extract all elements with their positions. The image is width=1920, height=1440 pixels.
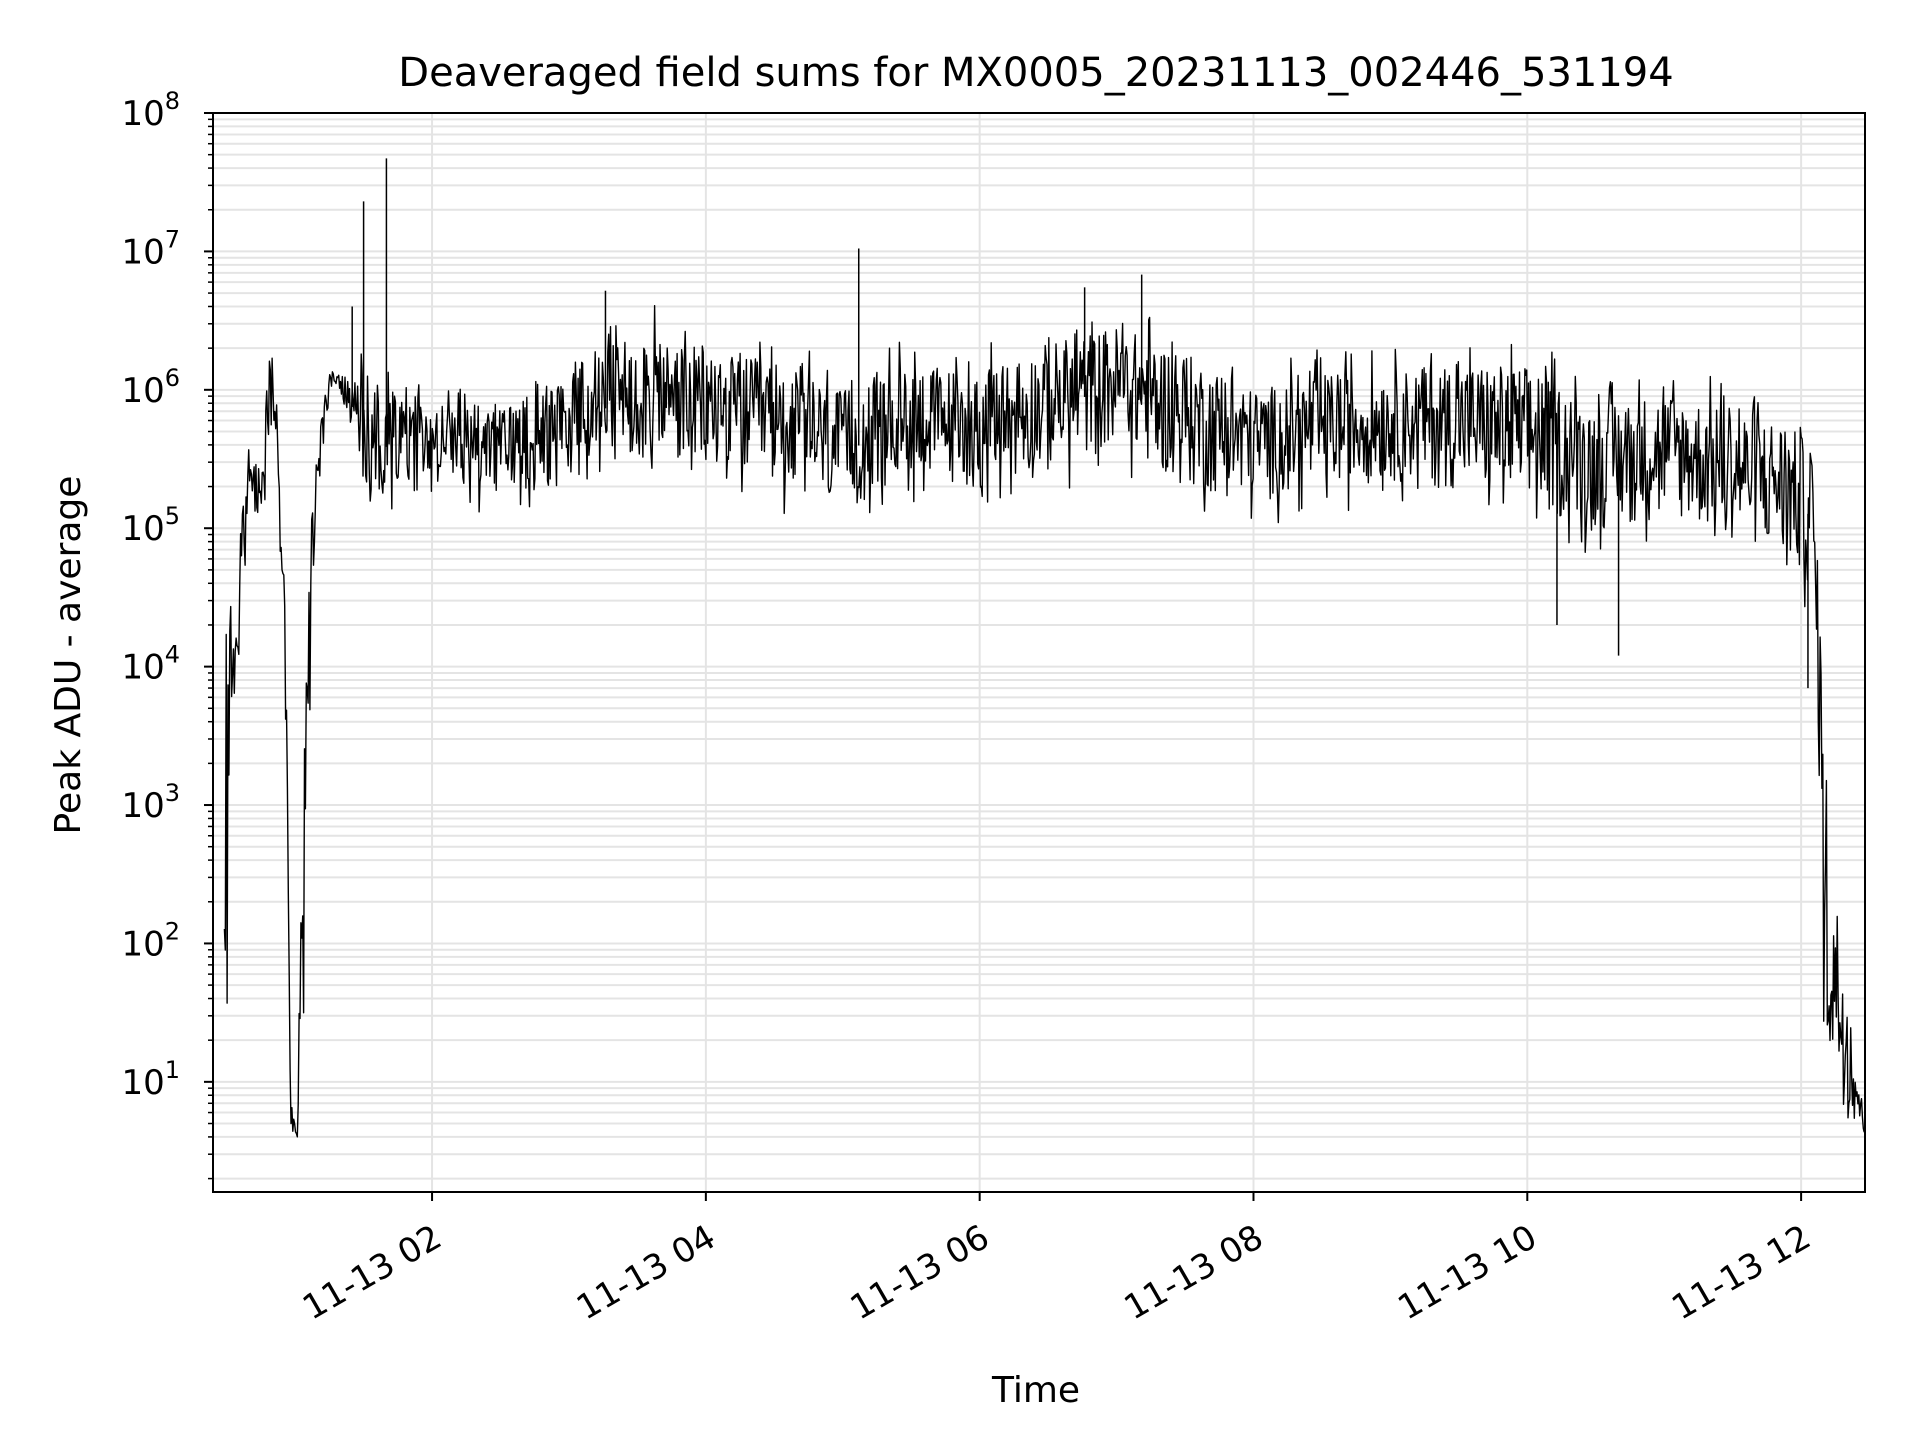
y-tick-label: 108	[121, 87, 180, 134]
y-tick-label: 103	[121, 779, 180, 826]
x-axis-label: Time	[991, 1370, 1080, 1411]
series-line	[223, 304, 1865, 1138]
y-tick-label: 106	[121, 364, 180, 411]
y-tick-label: 104	[121, 641, 180, 688]
chart-title: Deaveraged field sums for MX0005_2023111…	[398, 50, 1673, 96]
x-gridlines	[431, 113, 1803, 1192]
y-tick-label: 101	[121, 1056, 180, 1103]
y-tick-label: 102	[121, 917, 180, 964]
y-axis-label: Peak ADU - average	[48, 476, 89, 835]
y-tick-label: 107	[121, 225, 180, 272]
y-axis: 101 102 103 104 105 106 107 108	[121, 87, 213, 1180]
y-tick-label: 105	[121, 502, 180, 549]
plot-frame	[212, 112, 1866, 1193]
series-layer	[223, 158, 1865, 1138]
plot-area	[212, 112, 1866, 1193]
